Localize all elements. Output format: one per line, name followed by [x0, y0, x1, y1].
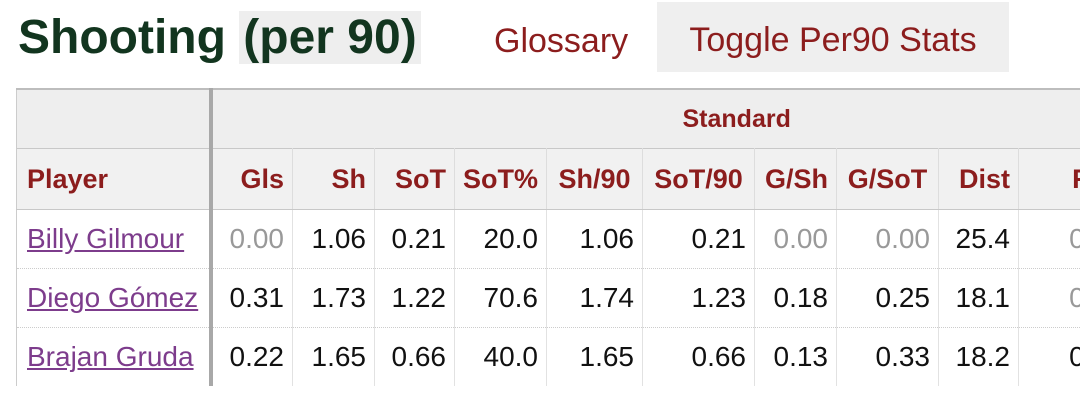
stat-cell-fk: 0.0 [1018, 209, 1080, 269]
player-link[interactable]: Billy Gilmour [27, 223, 185, 254]
title-main: Shooting [18, 11, 226, 64]
table-row: Diego Gómez 0.31 1.73 1.22 70.6 1.74 1.23 0.18 0… [16, 268, 1080, 328]
column-header-row: Player Gls Sh SoT SoT% Sh/90 SoT/90 G/Sh G/SoT Di… [16, 148, 1080, 210]
stat-cell-g-sh: 0.13 [754, 327, 837, 386]
player-cell: Billy Gilmour [16, 209, 213, 269]
stat-cell-sot: 40.0 [454, 327, 547, 386]
stat-cell-sh-90: 1.65 [546, 327, 643, 386]
table-row: Brajan Gruda 0.22 1.65 0.66 40.0 1.65 0.66 0.13… [16, 327, 1080, 386]
stat-cell-sh: 1.65 [292, 327, 375, 386]
stat-cell-dist: 18.1 [938, 268, 1019, 328]
column-header-g-sh[interactable]: G/Sh [754, 148, 837, 210]
column-header-sot[interactable]: SoT% [454, 148, 547, 210]
table-row: Billy Gilmour 0.00 1.06 0.21 20.0 1.06 0.21 0.0… [16, 209, 1080, 269]
stat-cell-g-sot: 0.00 [836, 209, 939, 269]
stat-cell-gls: 0.00 [210, 209, 293, 269]
group-header-standard: Standard [210, 88, 1080, 149]
player-cell: Brajan Gruda [16, 327, 213, 386]
column-header-g-sot[interactable]: G/SoT [836, 148, 939, 210]
stat-cell-dist: 25.4 [938, 209, 1019, 269]
stat-cell-sh-90: 1.06 [546, 209, 643, 269]
title-per90: (per 90) [239, 11, 421, 64]
stat-cell-sot: 0.21 [374, 209, 455, 269]
stat-cell-sot: 1.22 [374, 268, 455, 328]
stat-cell-gls: 0.31 [210, 268, 293, 328]
stat-cell-sot-90: 1.23 [642, 268, 755, 328]
section-title: Shooting (per 90) [18, 4, 421, 72]
stat-cell-sot: 0.66 [374, 327, 455, 386]
stat-cell-sh: 1.06 [292, 209, 375, 269]
section-header: Shooting (per 90) Glossary Toggle Per90 … [0, 0, 1080, 80]
stat-cell-g-sot: 0.33 [836, 327, 939, 386]
stat-cell-sh: 1.73 [292, 268, 375, 328]
column-header-dist[interactable]: Dist [938, 148, 1019, 210]
stat-cell-sot-90: 0.21 [642, 209, 755, 269]
stat-cell-sot-90: 0.66 [642, 327, 755, 386]
column-header-sh-90[interactable]: Sh/90 [546, 148, 643, 210]
stat-cell-g-sh: 0.00 [754, 209, 837, 269]
stat-cell-sh-90: 1.74 [546, 268, 643, 328]
over-header-blank [16, 88, 213, 149]
stat-cell-fk: 0.0 [1018, 268, 1080, 328]
player-link[interactable]: Brajan Gruda [27, 341, 194, 372]
table-body: Billy Gilmour 0.00 1.06 0.21 20.0 1.06 0.21 0.0… [16, 209, 1080, 386]
shooting-table: Standard Player Gls Sh SoT SoT% Sh/90 SoT/90 G/… [16, 88, 1080, 386]
column-header-gls[interactable]: Gls [210, 148, 293, 210]
player-link[interactable]: Diego Gómez [27, 282, 199, 313]
toggle-per90-button[interactable]: Toggle Per90 Stats [657, 2, 1009, 72]
stat-cell-g-sh: 0.18 [754, 268, 837, 328]
column-header-sh[interactable]: Sh [292, 148, 375, 210]
stat-cell-sot: 70.6 [454, 268, 547, 328]
stat-cell-gls: 0.22 [210, 327, 293, 386]
stat-cell-fk: 0.1 [1018, 327, 1080, 386]
shooting-table-container[interactable]: Standard Player Gls Sh SoT SoT% Sh/90 SoT/90 G/… [16, 88, 1080, 386]
over-header-row: Standard [16, 88, 1080, 149]
column-header-sot-90[interactable]: SoT/90 [642, 148, 755, 210]
player-cell: Diego Gómez [16, 268, 213, 328]
column-header-sot[interactable]: SoT [374, 148, 455, 210]
column-header-fk[interactable]: FK [1018, 148, 1080, 210]
stat-cell-g-sot: 0.25 [836, 268, 939, 328]
glossary-link[interactable]: Glossary [494, 22, 629, 60]
stat-cell-dist: 18.2 [938, 327, 1019, 386]
stat-cell-sot: 20.0 [454, 209, 547, 269]
column-header-player[interactable]: Player [16, 148, 213, 210]
